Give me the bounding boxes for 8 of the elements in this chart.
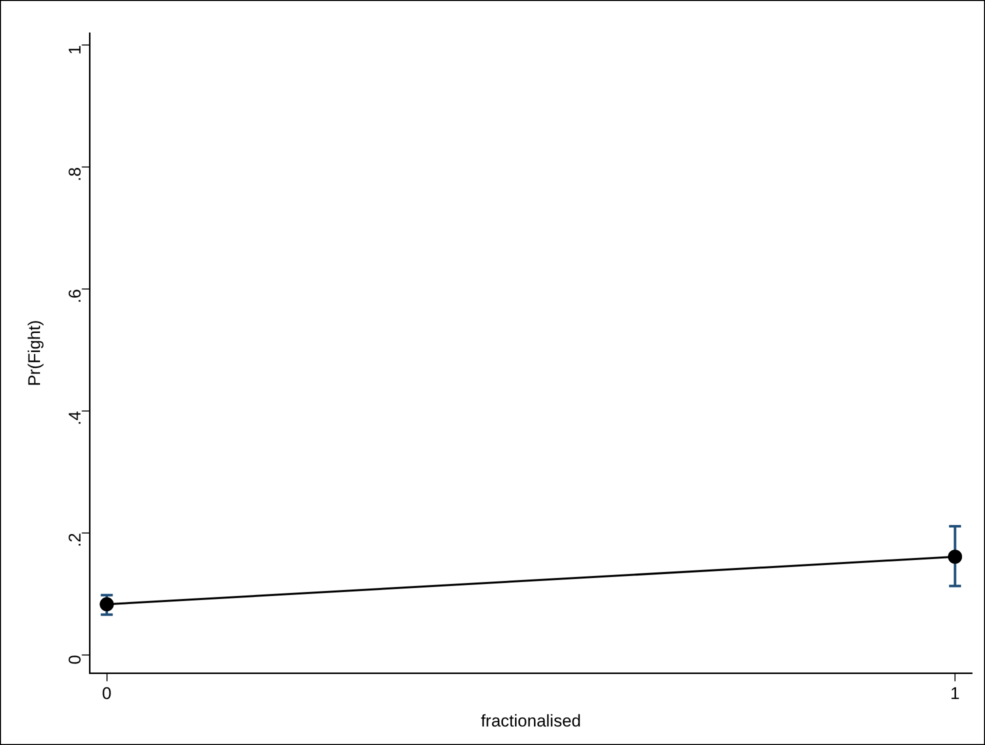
y-tick-label: 0 <box>65 654 84 664</box>
y-tick-label: .8 <box>65 167 84 182</box>
y-tick-label: .2 <box>65 532 84 548</box>
y-tick-label: 1 <box>65 45 84 55</box>
y-tick-label: .4 <box>65 411 84 426</box>
x-axis-title: fractionalised <box>480 711 581 730</box>
y-axis-title: Pr(Fight) <box>24 320 44 386</box>
y-tick-label: .6 <box>65 289 84 304</box>
